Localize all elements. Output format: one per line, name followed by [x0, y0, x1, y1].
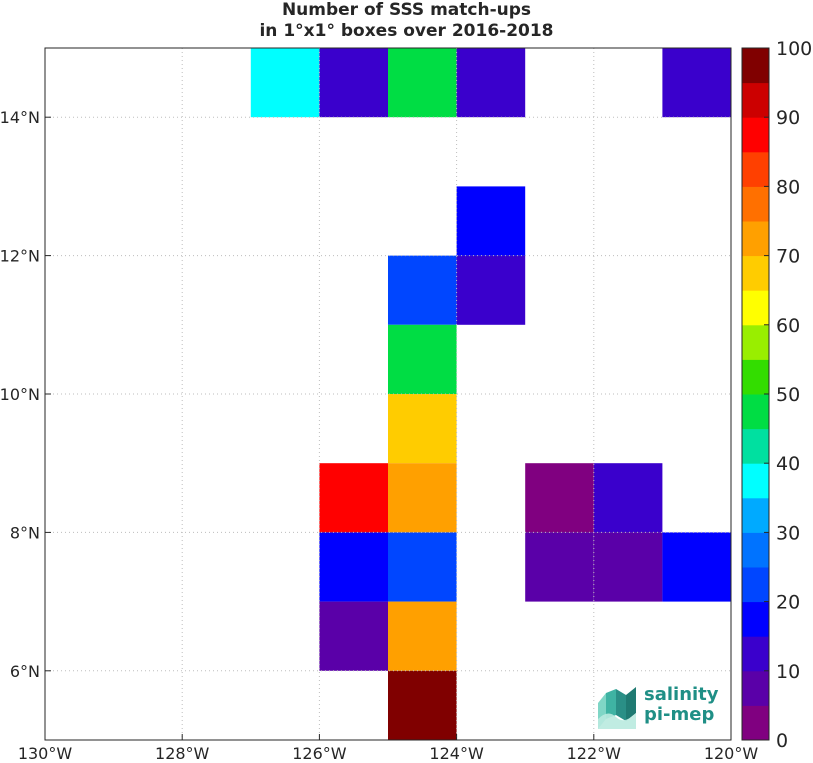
colorbar-segment [742, 428, 769, 464]
heatmap-cell [662, 532, 731, 602]
colorbar-tick-label: 70 [776, 246, 800, 268]
heatmap-cell [593, 532, 663, 602]
colorbar-tick-label: 10 [776, 661, 800, 683]
x-tick-label: 124°W [429, 744, 484, 763]
colorbar-tick-label: 90 [776, 107, 800, 129]
heatmap-cell [319, 48, 388, 118]
logo-text-pimep: pi-mep [644, 704, 715, 725]
colorbar-segment [742, 324, 769, 360]
colorbar-segment [742, 48, 769, 84]
colorbar-tick-label: 100 [776, 38, 812, 60]
colorbar-segment [742, 255, 769, 291]
x-tick-label: 126°W [292, 744, 347, 763]
y-tick-label: 14°N [0, 108, 40, 127]
colorbar-segment [742, 82, 769, 118]
colorbar-segment [742, 151, 769, 187]
heatmap-cell [319, 532, 388, 602]
colorbar-tick-label: 20 [776, 592, 800, 614]
colorbar-segment [742, 290, 769, 326]
colorbar-segment [742, 532, 769, 568]
colorbar-segment [742, 359, 769, 395]
colorbar-tick-label: 40 [776, 453, 800, 475]
heatmap-cell [319, 463, 388, 533]
heatmap-cell [593, 463, 663, 533]
heatmap-cell [388, 670, 457, 740]
heatmap-cell [525, 532, 594, 602]
y-tick-label: 8°N [10, 523, 40, 542]
x-tick-label: 120°W [704, 744, 759, 763]
wave-logo-icon [598, 687, 636, 729]
salinity-pi-mep-logo: salinity pi-mep [596, 683, 726, 733]
colorbar-tick-label: 50 [776, 384, 800, 406]
x-tick-label: 128°W [155, 744, 210, 763]
heatmap-cell [250, 48, 320, 118]
heatmap-cell [456, 186, 526, 256]
heatmap-cell [388, 324, 457, 394]
heatmap-cell [388, 463, 457, 533]
heatmap-cell [388, 394, 457, 464]
heatmap-cell [456, 48, 526, 118]
x-tick-label: 122°W [567, 744, 622, 763]
colorbar-tick-label: 60 [776, 315, 800, 337]
y-tick-label: 12°N [0, 247, 40, 266]
heatmap-cell [662, 48, 731, 118]
colorbar-tick-label: 30 [776, 522, 800, 544]
x-tick-label: 130°W [18, 744, 73, 763]
y-tick-label: 10°N [0, 385, 40, 404]
heatmap-cell [388, 601, 457, 671]
y-tick-label: 6°N [10, 662, 40, 681]
heatmap-cell [456, 255, 526, 325]
heatmap-cell [319, 601, 388, 671]
colorbar-segment [742, 601, 769, 637]
chart-title: Number of SSS match-ups [281, 0, 532, 20]
colorbar-segment [742, 463, 769, 499]
colorbar-tick-label: 80 [776, 176, 800, 198]
heatmap-cell [525, 463, 594, 533]
colorbar-tick-label: 0 [776, 730, 788, 752]
colorbar-segment [742, 636, 769, 672]
colorbar-segment [742, 221, 769, 257]
logo-text-salinity: salinity [644, 684, 719, 705]
colorbar-segment [742, 497, 769, 533]
colorbar-segment [742, 705, 769, 741]
colorbar-segment [742, 117, 769, 153]
chart-subtitle: in 1°x1° boxes over 2016-2018 [259, 21, 554, 41]
colorbar-segment [742, 670, 769, 706]
colorbar-segment [742, 186, 769, 222]
colorbar-segment [742, 394, 769, 430]
heatmap-cell [388, 532, 457, 602]
colorbar-segment [742, 567, 769, 603]
heatmap-cell [388, 255, 457, 325]
heatmap-cell [388, 48, 457, 118]
